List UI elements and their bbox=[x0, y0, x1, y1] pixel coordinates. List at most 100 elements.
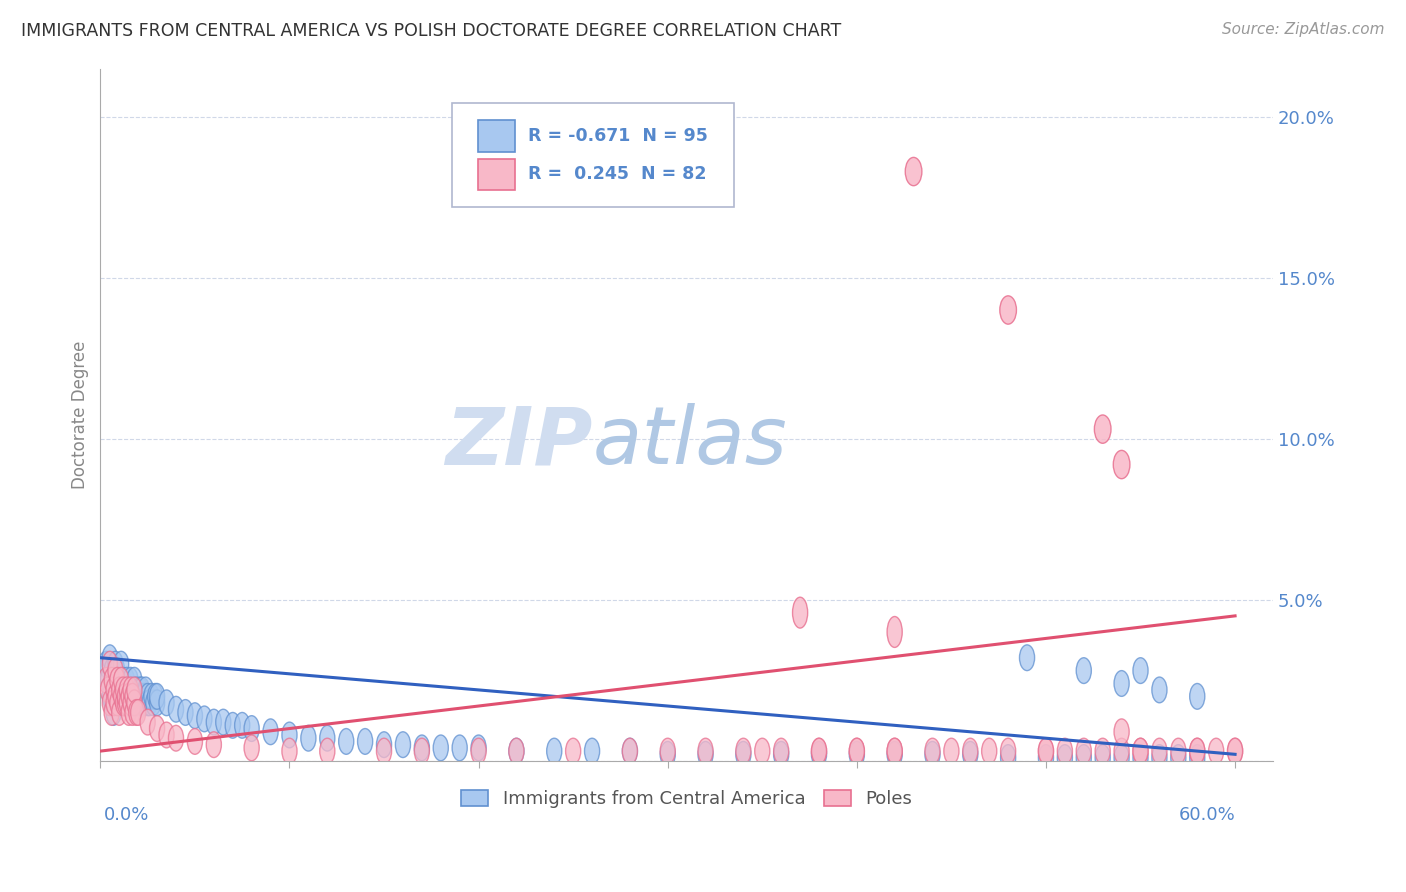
Ellipse shape bbox=[103, 690, 117, 715]
Ellipse shape bbox=[110, 683, 125, 709]
Ellipse shape bbox=[149, 715, 165, 741]
Ellipse shape bbox=[1114, 671, 1129, 697]
Ellipse shape bbox=[129, 690, 143, 715]
Ellipse shape bbox=[1094, 415, 1111, 443]
Ellipse shape bbox=[108, 677, 124, 703]
Ellipse shape bbox=[127, 667, 142, 693]
Ellipse shape bbox=[132, 677, 148, 703]
Ellipse shape bbox=[141, 709, 155, 735]
Ellipse shape bbox=[108, 657, 124, 683]
Ellipse shape bbox=[98, 651, 114, 677]
Ellipse shape bbox=[283, 739, 297, 764]
Ellipse shape bbox=[104, 690, 120, 715]
Ellipse shape bbox=[1039, 739, 1053, 764]
Ellipse shape bbox=[1076, 739, 1091, 764]
Ellipse shape bbox=[623, 739, 637, 764]
FancyBboxPatch shape bbox=[478, 120, 516, 152]
Ellipse shape bbox=[127, 677, 142, 703]
Ellipse shape bbox=[179, 699, 193, 725]
Ellipse shape bbox=[319, 739, 335, 764]
Ellipse shape bbox=[215, 709, 231, 735]
Ellipse shape bbox=[115, 677, 131, 703]
Ellipse shape bbox=[773, 741, 789, 767]
Ellipse shape bbox=[138, 677, 153, 703]
Ellipse shape bbox=[661, 739, 675, 764]
Ellipse shape bbox=[105, 699, 121, 725]
Ellipse shape bbox=[1019, 645, 1035, 671]
Ellipse shape bbox=[117, 690, 132, 715]
Ellipse shape bbox=[129, 677, 143, 703]
Ellipse shape bbox=[905, 157, 922, 186]
Ellipse shape bbox=[963, 741, 977, 767]
Ellipse shape bbox=[1039, 739, 1053, 764]
Text: R = -0.671  N = 95: R = -0.671 N = 95 bbox=[529, 127, 709, 145]
Ellipse shape bbox=[108, 651, 124, 677]
Ellipse shape bbox=[120, 690, 135, 715]
Ellipse shape bbox=[104, 657, 120, 683]
Ellipse shape bbox=[105, 667, 121, 693]
Ellipse shape bbox=[187, 703, 202, 729]
Ellipse shape bbox=[141, 683, 155, 709]
Ellipse shape bbox=[849, 739, 865, 764]
Ellipse shape bbox=[131, 683, 146, 709]
Ellipse shape bbox=[120, 677, 135, 703]
Ellipse shape bbox=[565, 739, 581, 764]
Ellipse shape bbox=[887, 739, 903, 764]
Ellipse shape bbox=[129, 699, 143, 725]
Ellipse shape bbox=[395, 731, 411, 757]
Ellipse shape bbox=[283, 723, 297, 747]
Ellipse shape bbox=[121, 699, 136, 725]
Ellipse shape bbox=[110, 667, 125, 693]
Ellipse shape bbox=[142, 690, 157, 715]
Ellipse shape bbox=[235, 713, 250, 739]
Ellipse shape bbox=[125, 683, 141, 709]
Ellipse shape bbox=[1189, 739, 1205, 764]
Ellipse shape bbox=[1039, 745, 1053, 771]
Ellipse shape bbox=[1057, 745, 1073, 771]
Ellipse shape bbox=[697, 739, 713, 764]
Ellipse shape bbox=[1114, 719, 1129, 745]
Ellipse shape bbox=[1152, 677, 1167, 703]
Ellipse shape bbox=[115, 667, 131, 693]
Ellipse shape bbox=[135, 677, 149, 703]
Ellipse shape bbox=[471, 735, 486, 761]
FancyBboxPatch shape bbox=[453, 103, 734, 207]
Ellipse shape bbox=[121, 690, 136, 715]
Ellipse shape bbox=[357, 729, 373, 755]
Ellipse shape bbox=[773, 739, 789, 764]
Ellipse shape bbox=[245, 735, 259, 761]
Ellipse shape bbox=[1227, 739, 1243, 764]
Ellipse shape bbox=[661, 741, 675, 767]
Ellipse shape bbox=[187, 729, 202, 755]
Ellipse shape bbox=[1076, 745, 1091, 771]
Ellipse shape bbox=[111, 699, 127, 725]
Ellipse shape bbox=[104, 667, 120, 693]
Ellipse shape bbox=[319, 725, 335, 751]
Ellipse shape bbox=[887, 741, 903, 767]
Ellipse shape bbox=[124, 677, 138, 703]
Ellipse shape bbox=[245, 715, 259, 741]
Ellipse shape bbox=[127, 683, 142, 709]
Ellipse shape bbox=[111, 677, 127, 703]
Ellipse shape bbox=[103, 683, 117, 709]
Ellipse shape bbox=[1133, 745, 1149, 771]
Ellipse shape bbox=[225, 713, 240, 739]
Ellipse shape bbox=[105, 690, 121, 715]
Ellipse shape bbox=[124, 683, 138, 709]
Ellipse shape bbox=[1171, 739, 1185, 764]
Ellipse shape bbox=[963, 739, 977, 764]
Ellipse shape bbox=[811, 739, 827, 764]
Ellipse shape bbox=[131, 690, 146, 715]
Ellipse shape bbox=[115, 690, 131, 715]
Ellipse shape bbox=[433, 735, 449, 761]
Text: 0.0%: 0.0% bbox=[104, 805, 149, 824]
Ellipse shape bbox=[1209, 739, 1223, 764]
Ellipse shape bbox=[1095, 745, 1111, 771]
Ellipse shape bbox=[755, 739, 770, 764]
Ellipse shape bbox=[925, 739, 941, 764]
Text: 60.0%: 60.0% bbox=[1178, 805, 1234, 824]
Ellipse shape bbox=[1189, 739, 1205, 764]
Ellipse shape bbox=[735, 739, 751, 764]
Ellipse shape bbox=[207, 731, 221, 757]
Ellipse shape bbox=[148, 683, 163, 709]
